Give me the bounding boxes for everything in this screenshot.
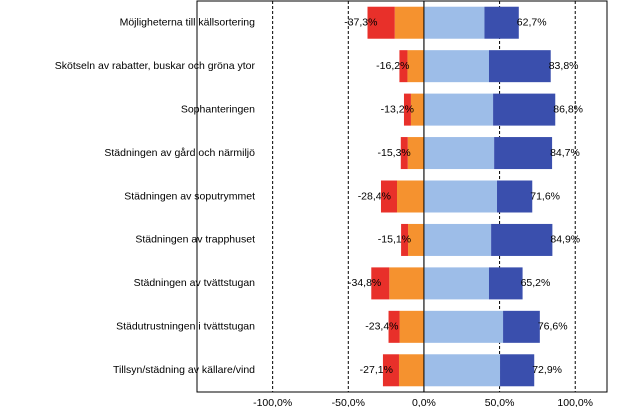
bar-segment bbox=[399, 310, 424, 343]
bar-segment bbox=[403, 93, 411, 126]
bar-segment bbox=[408, 223, 424, 256]
bar-segment bbox=[484, 6, 519, 39]
x-tick-label: -50,0% bbox=[332, 397, 365, 407]
negative-total-label: -23,4% bbox=[365, 321, 398, 333]
x-tick-label: -100,0% bbox=[253, 397, 292, 407]
bar-segment bbox=[488, 267, 523, 300]
bar-segment bbox=[398, 354, 424, 387]
positive-total-label: 65,2% bbox=[521, 277, 551, 289]
positive-total-label: 72,9% bbox=[532, 364, 562, 376]
bar-segment bbox=[423, 267, 489, 300]
positive-total-label: 84,9% bbox=[550, 234, 580, 246]
bar-segment bbox=[380, 180, 398, 213]
bar-segment bbox=[407, 50, 424, 83]
bar-segment bbox=[367, 6, 395, 39]
bar-segment bbox=[423, 310, 504, 343]
bar-segment bbox=[401, 223, 409, 256]
bar-segment bbox=[491, 223, 553, 256]
positive-total-label: 86,8% bbox=[553, 103, 583, 115]
negative-total-label: -28,4% bbox=[358, 190, 391, 202]
category-label: Städutrustningen i tvättstugan bbox=[116, 321, 255, 333]
category-label: Städningen av trapphuset bbox=[135, 234, 255, 246]
positive-total-label: 84,7% bbox=[550, 147, 580, 159]
x-tick-label: 0,0% bbox=[412, 397, 436, 407]
x-tick-label: 50,0% bbox=[485, 397, 515, 407]
positive-total-label: 71,6% bbox=[530, 190, 560, 202]
bar-segment bbox=[394, 6, 424, 39]
negative-total-label: -37,3% bbox=[344, 17, 377, 29]
bar-segment bbox=[423, 180, 498, 213]
negative-total-label: -34,8% bbox=[348, 277, 381, 289]
bar-segment bbox=[397, 180, 424, 213]
bar-segment bbox=[423, 137, 495, 170]
x-tick-label: 100,0% bbox=[557, 397, 593, 407]
bar-segment bbox=[423, 93, 494, 126]
bar-segment bbox=[407, 137, 424, 170]
bar-segment bbox=[389, 267, 424, 300]
bar-segment bbox=[423, 6, 485, 39]
bar-segment bbox=[503, 310, 540, 343]
category-label: Städningen av tvättstugan bbox=[134, 277, 256, 289]
bar-segment bbox=[399, 50, 408, 83]
category-label: Städningen av soputrymmet bbox=[124, 190, 255, 202]
bar-segment bbox=[400, 137, 408, 170]
negative-total-label: -27,1% bbox=[360, 364, 393, 376]
bar-segment bbox=[500, 354, 535, 387]
bar-segment bbox=[388, 310, 400, 343]
bar-segment bbox=[493, 93, 556, 126]
bar-segment bbox=[410, 93, 424, 126]
positive-total-label: 83,8% bbox=[549, 60, 579, 72]
bar-segment bbox=[423, 50, 489, 83]
negative-total-label: -15,3% bbox=[378, 147, 411, 159]
bar-segment bbox=[371, 267, 390, 300]
bar-segment bbox=[494, 137, 553, 170]
positive-total-label: 62,7% bbox=[517, 17, 547, 29]
positive-total-label: 76,6% bbox=[538, 321, 568, 333]
bar-segment bbox=[497, 180, 533, 213]
bar-segment bbox=[423, 354, 501, 387]
bar-segment bbox=[423, 223, 492, 256]
bar-segment bbox=[488, 50, 551, 83]
category-label: Städningen av gård och närmiljö bbox=[104, 147, 255, 159]
negative-total-label: -16,2% bbox=[376, 60, 409, 72]
category-label: Möjligheterna till källsortering bbox=[120, 17, 256, 29]
negative-total-label: -13,2% bbox=[381, 103, 414, 115]
category-label: Skötseln av rabatter, buskar och gröna y… bbox=[55, 60, 256, 72]
category-label: Tillsyn/städning av källare/vind bbox=[113, 364, 255, 376]
category-label: Sophanteringen bbox=[181, 103, 255, 115]
bar-segment bbox=[382, 354, 399, 387]
negative-total-label: -15,1% bbox=[378, 234, 411, 246]
